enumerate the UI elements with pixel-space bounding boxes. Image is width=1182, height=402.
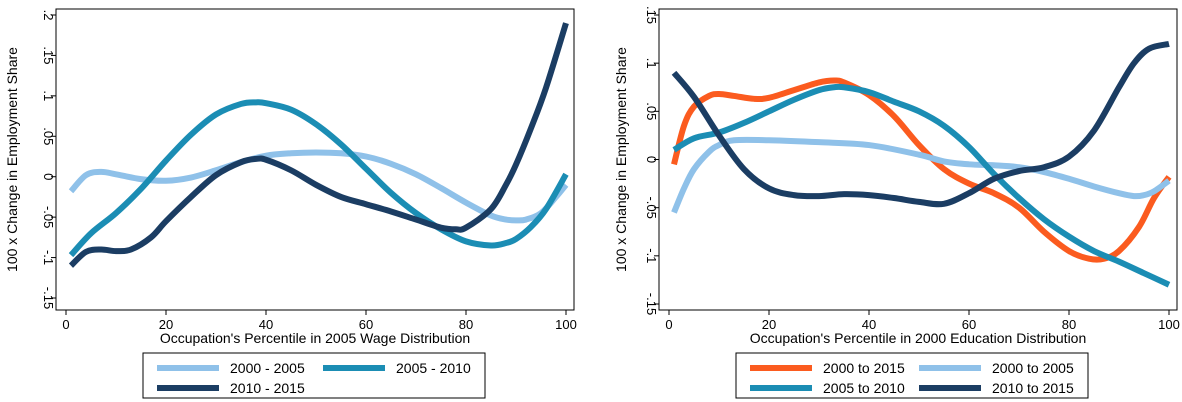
y-tick-label: .05 — [644, 102, 659, 120]
x-tick-label: 20 — [762, 317, 776, 332]
y-tick-label: -.05 — [644, 196, 659, 218]
right-chart: -.15 -.1 -.05 0 .05 .1 .15 0 20 40 60 80 100 Occupati… — [613, 6, 1180, 399]
x-tick-label: 60 — [962, 317, 976, 332]
y-tick-label: -.05 — [41, 206, 56, 228]
x-tick-label: 100 — [555, 317, 577, 332]
series-line-2000-to-2015 — [671, 77, 1172, 263]
y-tick-label: .1 — [644, 58, 659, 69]
series-line-2005---2010 — [68, 99, 569, 258]
y-tick-label: -.15 — [41, 287, 56, 309]
x-tick-label: 100 — [1158, 317, 1180, 332]
legend-label: 2010 - 2015 — [230, 380, 305, 396]
legend-label: 2000 to 2005 — [992, 360, 1074, 376]
legend-label: 2000 to 2015 — [823, 360, 905, 376]
y-axis-title: 100 x Change in Employment Share — [613, 47, 629, 272]
y-tick-label: .2 — [41, 10, 56, 21]
x-tick-label: 0 — [62, 317, 69, 332]
legend-label: 2010 to 2015 — [992, 380, 1074, 396]
x-axis-title: Occupation's Percentile in 2005 Wage Dis… — [160, 330, 470, 346]
x-tick-label: 40 — [259, 317, 273, 332]
legend-label: 2005 to 2010 — [823, 380, 905, 396]
y-tick-label: -.1 — [644, 248, 659, 263]
y-tick-label: -.1 — [41, 250, 56, 265]
y-tick-label: .05 — [41, 127, 56, 145]
left-chart: -.15 -.1 -.05 0 .05 .1 .15 .2 0 20 40 60 80 100 Occupa… — [4, 8, 577, 399]
y-tick-label: 0 — [41, 173, 56, 180]
y-tick-label: .15 — [41, 46, 56, 64]
y-tick-label: .1 — [41, 90, 56, 101]
x-tick-label: 60 — [359, 317, 373, 332]
y-tick-label: 0 — [644, 156, 659, 163]
series-line-2005-to-2010 — [672, 83, 1171, 288]
series-line-2000---2005 — [68, 149, 569, 224]
x-tick-label: 80 — [1062, 317, 1076, 332]
series-line-2010---2015 — [68, 22, 569, 268]
x-tick-label: 40 — [862, 317, 876, 332]
series-line-2010-to-2015 — [671, 40, 1170, 208]
series-line-2000-to-2005 — [671, 136, 1171, 214]
y-axis-title: 100 x Change in Employment Share — [4, 47, 20, 272]
x-axis-title: Occupation's Percentile in 2000 Educatio… — [750, 330, 1087, 346]
y-tick-label: .15 — [644, 6, 659, 24]
y-tick-label: -.15 — [644, 293, 659, 315]
x-tick-label: 80 — [459, 317, 473, 332]
x-tick-label: 0 — [665, 317, 672, 332]
x-tick-label: 20 — [159, 317, 173, 332]
plot-frame — [55, 8, 575, 311]
legend-label: 2005 - 2010 — [396, 360, 471, 376]
legend-label: 2000 - 2005 — [230, 360, 305, 376]
